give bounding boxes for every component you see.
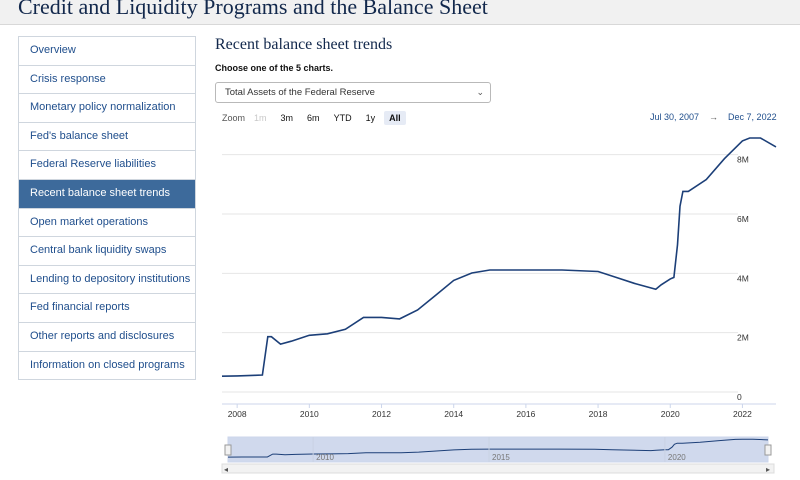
sidebar-item-fed-financial-reports[interactable]: Fed financial reports [19, 293, 195, 322]
y-tick-label: 8M [737, 155, 749, 165]
x-axis-ticks: 2008 2010 2012 2014 2016 2018 2020 2022 [228, 404, 752, 419]
sidebar-nav: Overview Crisis response Monetary policy… [18, 36, 196, 381]
sidebar-item-recent-balance-sheet-trends[interactable]: Recent balance sheet trends [19, 178, 195, 208]
series-line-total-assets [221, 137, 777, 377]
x-tick-label: 2014 [444, 409, 463, 419]
x-tick-label: 2020 [661, 409, 680, 419]
navigator-label: 2010 [316, 453, 334, 462]
sidebar-item-overview[interactable]: Overview [30, 44, 76, 56]
zoom-label: Zoom [222, 113, 246, 123]
y-axis-ticks: 0 2M 4M 6M 8M [737, 155, 749, 402]
navigator[interactable]: 2010 2015 2020 ◂ ▸ [221, 436, 775, 474]
range-from-date[interactable]: Jul 30, 2007 [650, 112, 700, 122]
x-tick-label: 2008 [228, 409, 247, 419]
title-bar [0, 0, 800, 25]
zoom-all-button[interactable]: All [384, 111, 406, 125]
x-tick-label: 2010 [300, 409, 319, 419]
zoom-6m-button[interactable]: 6m [307, 113, 320, 123]
navigator-labels: 2010 2015 2020 [312, 437, 686, 462]
date-range: Jul 30, 2007 → Dec 7, 2022 [650, 112, 777, 122]
navigator-label: 2015 [492, 453, 510, 462]
page-title: Credit and Liquidity Programs and the Ba… [18, 0, 488, 19]
sidebar-item-federal-reserve-liabilities[interactable]: Federal Reserve liabilities [19, 150, 195, 179]
navigator-right-handle[interactable] [764, 444, 772, 456]
zoom-controls: Zoom 1m 3m 6m YTD 1y All [222, 110, 406, 126]
x-tick-label: 2018 [589, 409, 608, 419]
chart-select-value: Total Assets of the Federal Reserve [225, 87, 375, 98]
y-tick-label: 6M [737, 214, 749, 224]
sidebar-item-other-reports-and-disclosures[interactable]: Other reports and disclosures [19, 321, 195, 351]
navigator-scrollbar[interactable] [221, 463, 775, 474]
zoom-3m-button[interactable]: 3m [280, 113, 294, 123]
y-tick-label: 2M [737, 333, 749, 343]
sidebar-item-feds-balance-sheet[interactable]: Fed's balance sheet [19, 121, 195, 151]
navigator-label: 2020 [668, 453, 686, 462]
sidebar-item-central-bank-liquidity-swaps[interactable]: Central bank liquidity swaps [19, 236, 195, 265]
range-arrow-icon: → [709, 112, 719, 122]
navigator-series-line [227, 438, 769, 458]
sidebar-item-crisis-response[interactable]: Crisis response [19, 64, 195, 94]
x-tick-label: 2012 [372, 409, 391, 419]
sidebar-item-monetary-policy-normalization[interactable]: Monetary policy normalization [19, 93, 195, 122]
section-title: Recent balance sheet trends [215, 36, 393, 53]
zoom-1y-button[interactable]: 1y [365, 113, 376, 123]
y-tick-label: 0 [737, 392, 742, 402]
y-tick-label: 4M [737, 273, 749, 283]
sidebar-item-open-market-operations[interactable]: Open market operations [19, 207, 195, 237]
x-tick-label: 2016 [516, 409, 535, 419]
chevron-down-icon: ⌄ [476, 87, 484, 97]
zoom-ytd-button[interactable]: YTD [333, 113, 352, 123]
zoom-1m-button[interactable]: 1m [254, 113, 267, 123]
range-to-date[interactable]: Dec 7, 2022 [728, 112, 777, 122]
sidebar-item-information-on-closed-programs[interactable]: Information on closed programs [19, 350, 195, 380]
scroll-right-arrow-icon[interactable]: ▸ [766, 465, 770, 474]
chart-select-dropdown[interactable]: Total Assets of the Federal Reserve ⌄ [215, 82, 491, 103]
scroll-left-arrow-icon[interactable]: ◂ [224, 465, 228, 474]
sidebar-item-lending-to-depository-institutions[interactable]: Lending to depository institutions [19, 264, 195, 294]
navigator-left-handle[interactable] [224, 444, 232, 456]
choose-chart-label: Choose one of the 5 charts. [215, 63, 334, 73]
chart-grid [222, 154, 776, 405]
x-tick-label: 2022 [733, 409, 752, 419]
